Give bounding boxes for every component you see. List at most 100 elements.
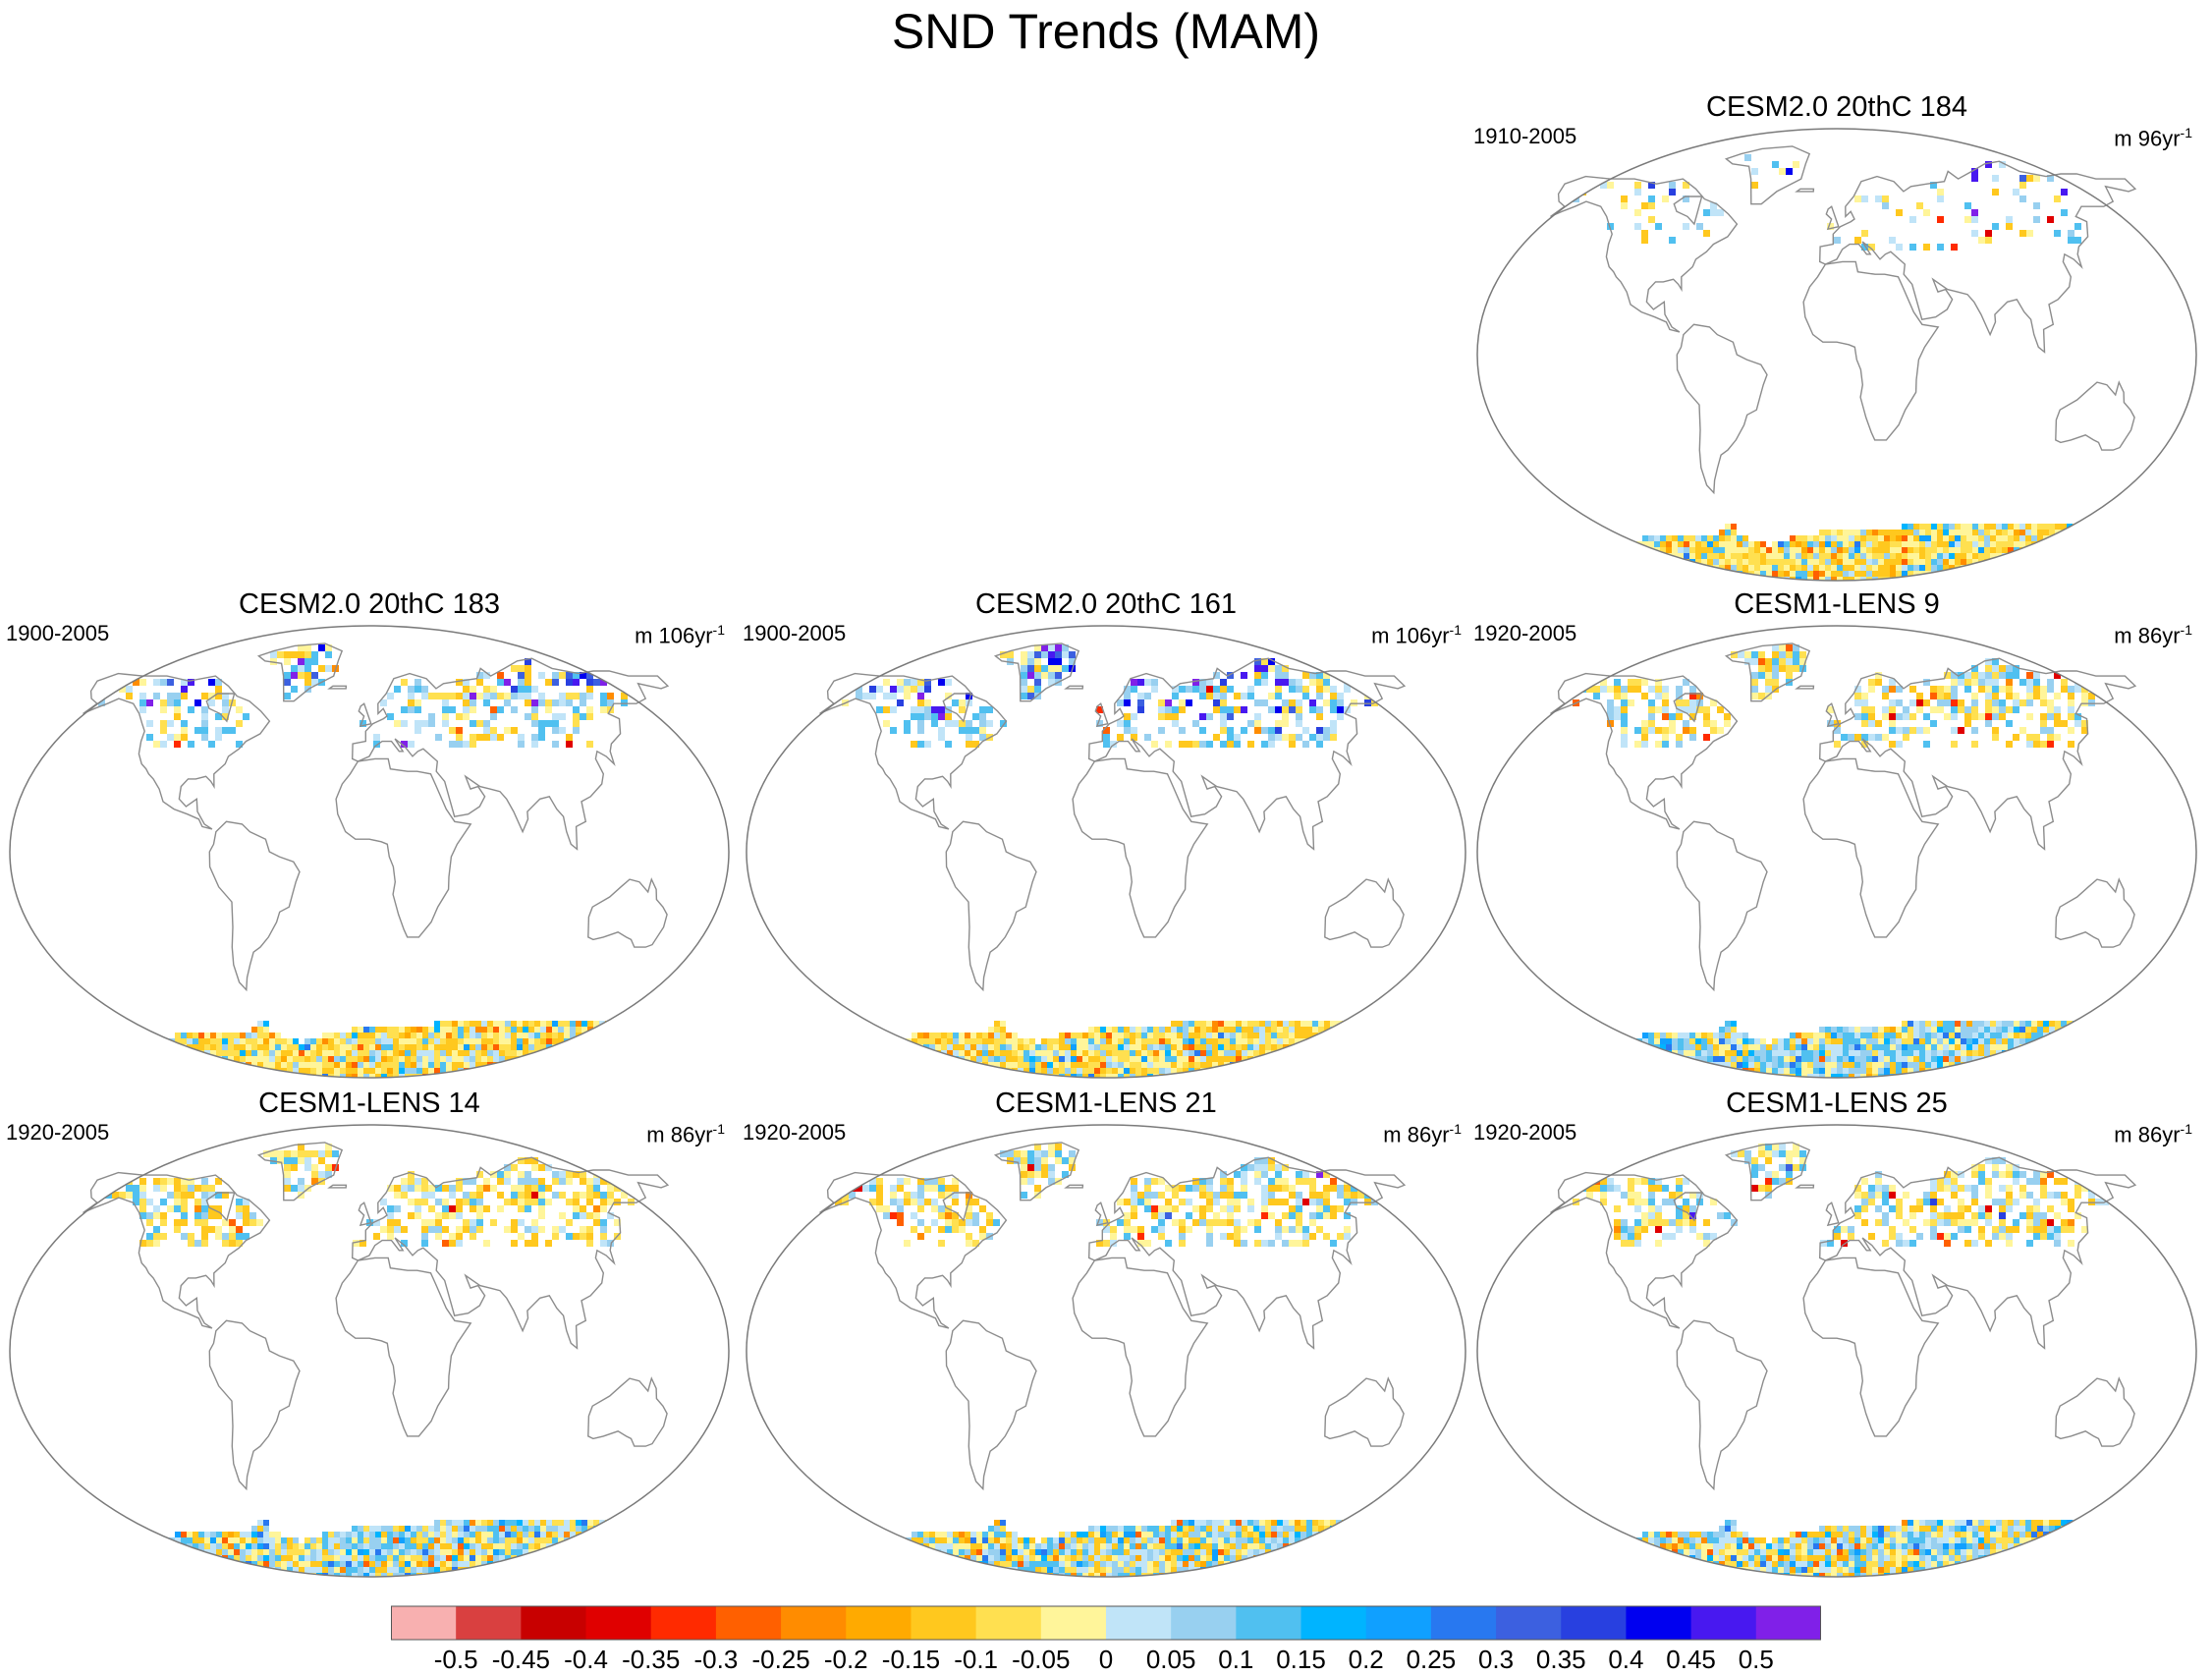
map-frame: [9, 625, 730, 1079]
colorbar-box: [1496, 1606, 1562, 1640]
coastlines: [1550, 642, 2137, 992]
colorbar-box: [1105, 1606, 1172, 1640]
snow-trend-field: [828, 644, 1392, 1078]
panel-title: CESM1-LENS 25: [1726, 1088, 1948, 1119]
panel-period: 1920-2005: [6, 1120, 110, 1145]
colorbar-box: [1626, 1606, 1692, 1640]
colorbar-tick-label: -0.35: [622, 1645, 681, 1674]
colorbar-box: [1236, 1606, 1302, 1640]
colorbar-tick-label: 0: [1098, 1645, 1114, 1674]
colorbar-box: [1690, 1606, 1757, 1640]
colorbar-tick-label: -0.2: [823, 1645, 868, 1674]
panel-units: m 106yr-1: [635, 622, 725, 648]
colorbar-tick-label: -0.25: [751, 1645, 810, 1674]
colorbar-tick-label: 0.45: [1666, 1645, 1716, 1674]
colorbar-outline: [391, 1605, 1821, 1641]
colorbar-box: [975, 1606, 1042, 1640]
colorbar-tick-label: 0.5: [1738, 1645, 1774, 1674]
map-panel: [1476, 128, 2197, 582]
colorbar-tick-label: -0.1: [954, 1645, 999, 1674]
panel-cesm2-161: CESM2.0 20thC 161 1900-2005 m 106yr-1: [743, 587, 1469, 1081]
map-frame: [1476, 1124, 2197, 1578]
figure-title: SND Trends (MAM): [891, 4, 1321, 59]
coastlines: [1550, 1142, 2137, 1491]
panel-period: 1920-2005: [1473, 621, 1577, 645]
colorbar-tick-label: 0.3: [1477, 1645, 1515, 1674]
panel-title: CESM2.0 20thC 161: [975, 588, 1237, 620]
snow-trend-field: [828, 1144, 1392, 1577]
colorbar-tick-label: 0.25: [1406, 1645, 1457, 1674]
colorbar-box: [650, 1606, 717, 1640]
panel-lens-25: CESM1-LENS 25 1920-2005 m 86yr-1: [1473, 1087, 2200, 1580]
panel-cesm2-183: CESM2.0 20thC 183 1900-2005 m 106yr-1: [6, 587, 733, 1081]
colorbar-tick-label: -0.3: [693, 1645, 739, 1674]
map-frame: [9, 1124, 730, 1578]
colorbar-box: [1561, 1606, 1627, 1640]
colorbar: [391, 1605, 1821, 1641]
map-panel: [746, 625, 1466, 1079]
coastlines: [819, 1142, 1407, 1491]
panel-title: CESM1-LENS 14: [258, 1088, 480, 1119]
colorbar-tick-label: -0.05: [1012, 1645, 1071, 1674]
colorbar-tick-label: 0.35: [1535, 1645, 1586, 1674]
panel-units: m 86yr-1: [1383, 1121, 1462, 1147]
panel-lens-14: CESM1-LENS 14 1920-2005 m 86yr-1: [6, 1087, 733, 1580]
map-panel: [746, 1124, 1466, 1578]
colorbar-box: [911, 1606, 977, 1640]
panel-lens-21: CESM1-LENS 21 1920-2005 m 86yr-1: [743, 1087, 1469, 1580]
panel-period: 1900-2005: [6, 621, 110, 645]
panel-period: 1910-2005: [1473, 124, 1577, 148]
panel-period: 1900-2005: [743, 621, 847, 645]
panel-title: CESM1-LENS 21: [995, 1088, 1217, 1119]
panel-lens-9: CESM1-LENS 9 1920-2005 m 86yr-1: [1473, 587, 2200, 1081]
map-frame: [1476, 625, 2197, 1079]
colorbar-box: [456, 1606, 522, 1640]
panel-units: m 86yr-1: [646, 1121, 725, 1147]
colorbar-box: [585, 1606, 652, 1640]
panel-title: CESM2.0 20thC 183: [239, 588, 500, 620]
map-panel: [1476, 1124, 2197, 1578]
colorbar-tick-label: 0.2: [1348, 1645, 1384, 1674]
colorbar-box: [1755, 1606, 1821, 1640]
colorbar-box: [1300, 1606, 1367, 1640]
map-frame: [1476, 128, 2197, 582]
map-panel: [1476, 625, 2197, 1079]
coastlines: [819, 642, 1407, 992]
snow-trend-field: [91, 644, 655, 1078]
coastlines: [83, 642, 670, 992]
map-frame: [746, 625, 1466, 1079]
panel-period: 1920-2005: [743, 1120, 847, 1145]
map-frame: [746, 1124, 1466, 1578]
colorbar-box: [846, 1606, 912, 1640]
panel-period: 1920-2005: [1473, 1120, 1577, 1145]
coastlines: [83, 1142, 670, 1491]
map-panel: [9, 1124, 730, 1578]
panel-cesm2-184: CESM2.0 20thC 184 1910-2005 m 96yr-1: [1473, 90, 2200, 584]
panel-title: CESM2.0 20thC 184: [1706, 91, 1967, 123]
colorbar-tick-label: 0.05: [1145, 1645, 1196, 1674]
colorbar-box: [1171, 1606, 1237, 1640]
colorbar-box: [391, 1606, 457, 1640]
colorbar-tick-label: -0.4: [564, 1645, 608, 1674]
panel-units: m 86yr-1: [2114, 1121, 2192, 1147]
panel-units: m 86yr-1: [2114, 622, 2192, 648]
colorbar-tick-label: 0.4: [1608, 1645, 1644, 1674]
colorbar-box: [715, 1606, 782, 1640]
colorbar-box: [781, 1606, 847, 1640]
colorbar-box: [1365, 1606, 1432, 1640]
panel-units: m 106yr-1: [1371, 622, 1462, 648]
colorbar-tick-label: 0.1: [1218, 1645, 1254, 1674]
colorbar-box: [1040, 1606, 1107, 1640]
colorbar-box: [521, 1606, 587, 1640]
panel-title: CESM1-LENS 9: [1734, 588, 1940, 620]
colorbar-tick-label: -0.5: [433, 1645, 478, 1674]
colorbar-box: [1430, 1606, 1497, 1640]
snow-trend-field: [1559, 154, 2084, 581]
map-panel: [9, 625, 730, 1079]
panel-units: m 96yr-1: [2114, 125, 2192, 151]
colorbar-tick-label: -0.45: [491, 1645, 550, 1674]
snow-trend-field: [91, 1144, 662, 1577]
snow-trend-field: [1559, 644, 2129, 1078]
coastlines: [1550, 145, 2137, 495]
colorbar-tick-label: -0.15: [881, 1645, 941, 1674]
